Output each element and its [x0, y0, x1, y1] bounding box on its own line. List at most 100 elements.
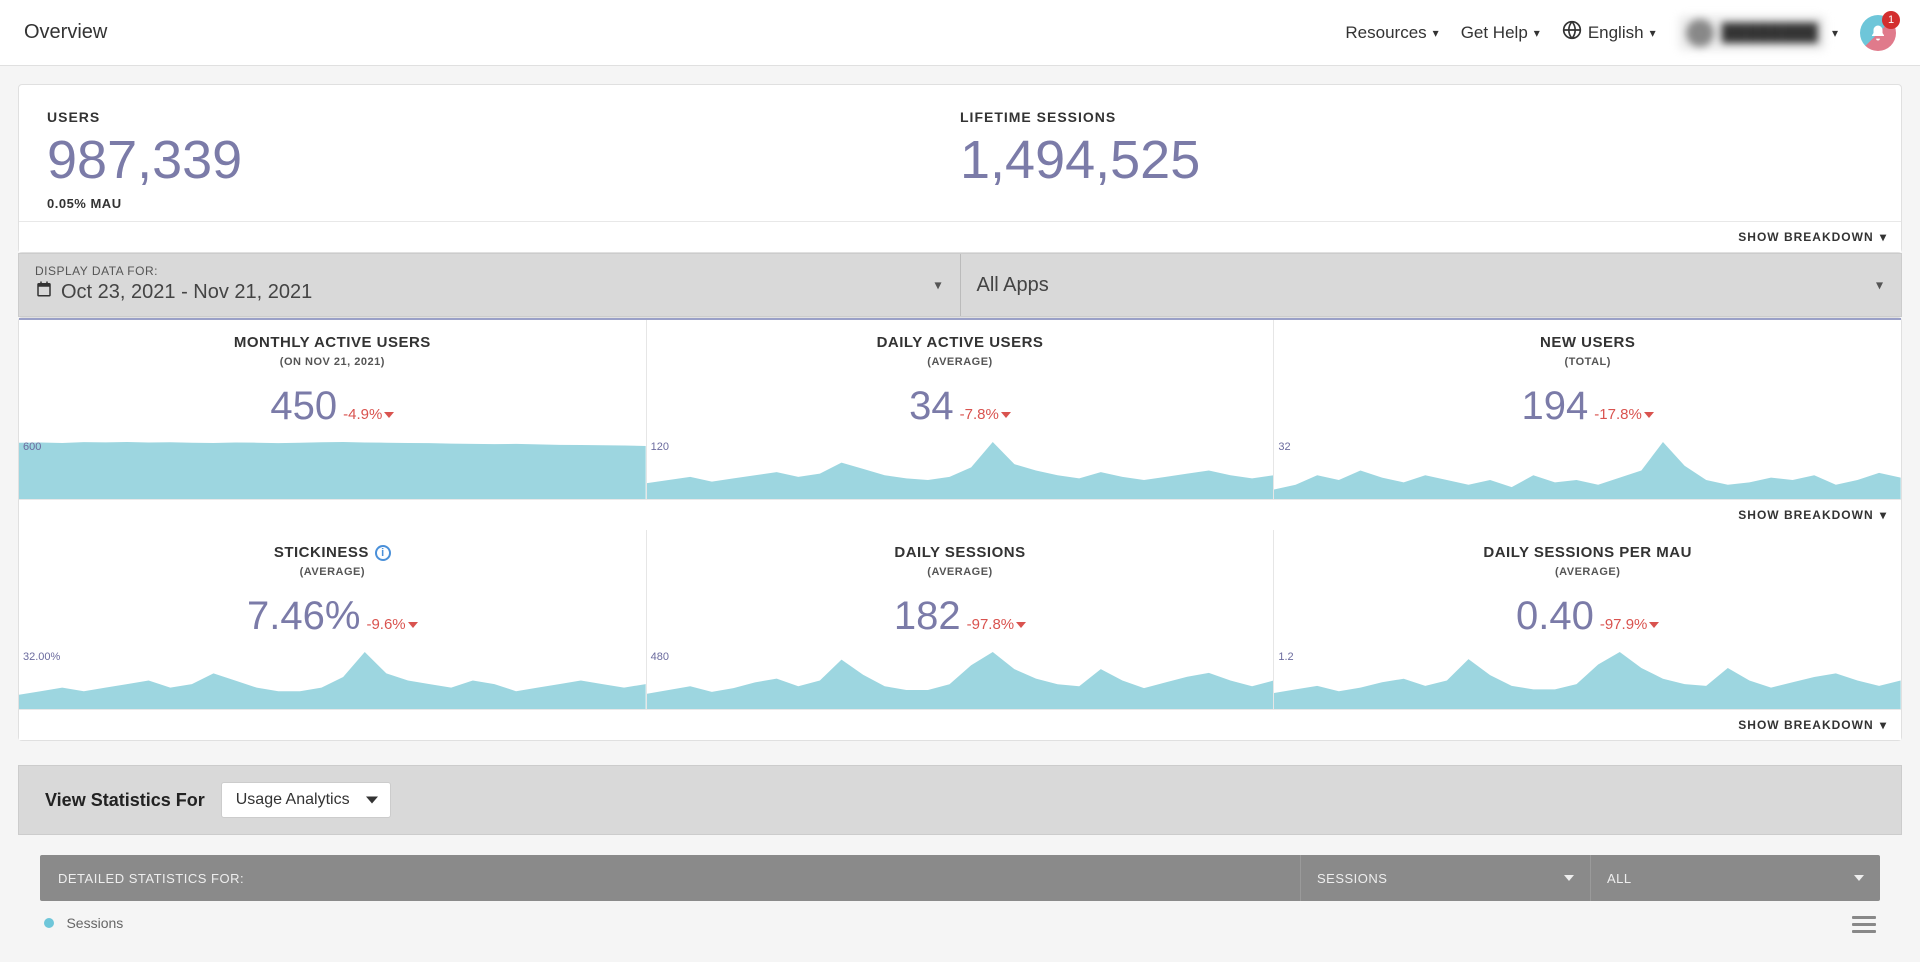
- summary-users: USERS 987,339 0.05% MAU: [47, 109, 960, 211]
- detailed-stats-scope-select[interactable]: ALL: [1590, 855, 1880, 901]
- metric-title: DAILY SESSIONS: [894, 544, 1025, 561]
- notifications-button[interactable]: 1: [1860, 15, 1896, 51]
- show-breakdown-button[interactable]: SHOW BREAKDOWN ▾: [19, 221, 1901, 252]
- avatar: [1686, 19, 1714, 47]
- metric-delta: -97.8%: [967, 616, 1027, 633]
- show-breakdown-button[interactable]: SHOW BREAKDOWN ▾: [19, 709, 1901, 740]
- sparkline-chart: [19, 649, 646, 709]
- metric-cell[interactable]: MONTHLY ACTIVE USERS(ON NOV 21, 2021)450…: [19, 320, 647, 499]
- metric-title: NEW USERS: [1540, 334, 1635, 351]
- metric-ylabel: 1.2: [1278, 651, 1293, 663]
- metric-delta: -17.8%: [1594, 406, 1654, 423]
- detailed-stats-metric-value: SESSIONS: [1317, 871, 1387, 886]
- trend-down-icon: [384, 412, 394, 418]
- legend-dot-icon: [44, 918, 54, 928]
- apps-value: All Apps: [977, 274, 1049, 297]
- topbar: Overview Resources ▾ Get Help ▾ English …: [0, 0, 1920, 66]
- chevron-down-icon: ▾: [1534, 26, 1540, 40]
- metric-value: 194: [1522, 384, 1589, 429]
- metric-value: 7.46%: [247, 594, 360, 639]
- metric-ylabel: 32: [1278, 441, 1290, 453]
- info-icon[interactable]: i: [375, 545, 391, 561]
- show-breakdown-label: SHOW BREAKDOWN: [1738, 718, 1873, 732]
- chevron-down-icon: [366, 797, 378, 804]
- main-content: USERS 987,339 0.05% MAU LIFETIME SESSION…: [0, 66, 1920, 951]
- view-statistics-bar: View Statistics For Usage Analytics: [18, 765, 1902, 835]
- trend-down-icon: [1016, 622, 1026, 628]
- metric-subtitle: (TOTAL): [1284, 356, 1891, 368]
- chevron-down-icon: ▾: [1433, 26, 1439, 40]
- metric-value: 34: [909, 384, 954, 429]
- trend-down-icon: [1001, 412, 1011, 418]
- detailed-stats-header: DETAILED STATISTICS FOR: SESSIONS ALL: [40, 855, 1880, 901]
- metrics-row: STICKINESSi(AVERAGE)7.46%-9.6% 32.00%DAI…: [19, 530, 1901, 709]
- detailed-stats-metric-select[interactable]: SESSIONS: [1300, 855, 1590, 901]
- metric-title: DAILY SESSIONS PER MAU: [1483, 544, 1692, 561]
- metric-delta: -7.8%: [960, 406, 1011, 423]
- user-menu[interactable]: ████████ ▾: [1678, 15, 1838, 51]
- metric-subtitle: (AVERAGE): [657, 566, 1264, 578]
- metric-cell[interactable]: DAILY SESSIONS PER MAU (AVERAGE) 0.40 -97.9…: [1274, 530, 1901, 709]
- view-statistics-label: View Statistics For: [45, 790, 205, 811]
- sparkline-chart: [1274, 649, 1901, 709]
- metric-ylabel: 32.00%: [23, 651, 60, 663]
- trend-down-icon: [1649, 622, 1659, 628]
- metric-cell[interactable]: DAILY ACTIVE USERS (AVERAGE) 34 -7.8% 120: [647, 320, 1275, 499]
- chevron-down-icon: ▾: [1880, 230, 1887, 244]
- page-title: Overview: [24, 21, 107, 44]
- metric-ylabel: 480: [651, 651, 669, 663]
- metric-delta: -97.9%: [1600, 616, 1660, 633]
- resources-menu[interactable]: Resources ▾: [1345, 23, 1438, 43]
- date-range-value: Oct 23, 2021 - Nov 21, 2021: [61, 281, 312, 304]
- summary-sessions-label: LIFETIME SESSIONS: [960, 109, 1873, 125]
- apps-picker[interactable]: All Apps ▾: [960, 254, 1902, 316]
- globe-icon: [1562, 20, 1582, 45]
- metric-cell[interactable]: NEW USERS (TOTAL) 194 -17.8% 32: [1274, 320, 1901, 499]
- language-label: English: [1588, 23, 1644, 43]
- detailed-stats-label: DETAILED STATISTICS FOR:: [40, 871, 1300, 886]
- user-chip: ████████: [1678, 15, 1826, 51]
- chart-legend: Sessions: [44, 915, 123, 933]
- metric-ylabel: 120: [651, 441, 669, 453]
- chevron-down-icon: [1854, 875, 1864, 881]
- calendar-icon: [35, 280, 53, 304]
- legend-label: Sessions: [66, 915, 123, 931]
- metric-cell[interactable]: STICKINESSi(AVERAGE)7.46%-9.6% 32.00%: [19, 530, 647, 709]
- date-range-label: DISPLAY DATA FOR:: [35, 264, 944, 278]
- metric-cell[interactable]: DAILY SESSIONS (AVERAGE) 182 -97.8% 480: [647, 530, 1275, 709]
- metric-title: MONTHLY ACTIVE USERS: [234, 334, 431, 351]
- chevron-down-icon: ▾: [1880, 718, 1887, 732]
- metric-delta: -4.9%: [343, 406, 394, 423]
- trend-down-icon: [408, 622, 418, 628]
- show-breakdown-label: SHOW BREAKDOWN: [1738, 508, 1873, 522]
- trend-down-icon: [1644, 412, 1654, 418]
- sparkline-chart: [647, 439, 1274, 499]
- view-statistics-value: Usage Analytics: [236, 791, 350, 809]
- chevron-down-icon: ▾: [1876, 277, 1883, 294]
- summary-users-label: USERS: [47, 109, 960, 125]
- metric-subtitle: (AVERAGE): [1284, 566, 1891, 578]
- notification-badge: 1: [1882, 11, 1900, 29]
- chevron-down-icon: ▾: [1880, 508, 1887, 522]
- summary-sessions-value: 1,494,525: [960, 131, 1873, 190]
- get-help-label: Get Help: [1461, 23, 1528, 43]
- metric-value: 0.40: [1516, 594, 1594, 639]
- sparkline-chart: [1274, 439, 1901, 499]
- chart-menu-button[interactable]: [1852, 916, 1876, 933]
- resources-label: Resources: [1345, 23, 1426, 43]
- language-menu[interactable]: English ▾: [1562, 20, 1656, 45]
- metrics-row: MONTHLY ACTIVE USERS(ON NOV 21, 2021)450…: [19, 318, 1901, 499]
- get-help-menu[interactable]: Get Help ▾: [1461, 23, 1540, 43]
- summary-users-value: 987,339: [47, 131, 960, 190]
- chevron-down-icon: ▾: [1832, 26, 1838, 40]
- chevron-down-icon: [1564, 875, 1574, 881]
- metric-value: 182: [894, 594, 961, 639]
- metric-subtitle: (AVERAGE): [657, 356, 1264, 368]
- metric-delta: -9.6%: [366, 616, 417, 633]
- metric-title: DAILY ACTIVE USERS: [877, 334, 1044, 351]
- summary-sessions: LIFETIME SESSIONS 1,494,525: [960, 109, 1873, 211]
- date-range-picker[interactable]: DISPLAY DATA FOR: Oct 23, 2021 - Nov 21,…: [19, 254, 960, 316]
- summary-card: USERS 987,339 0.05% MAU LIFETIME SESSION…: [18, 84, 1902, 253]
- view-statistics-select[interactable]: Usage Analytics: [221, 782, 391, 818]
- show-breakdown-button[interactable]: SHOW BREAKDOWN ▾: [19, 499, 1901, 530]
